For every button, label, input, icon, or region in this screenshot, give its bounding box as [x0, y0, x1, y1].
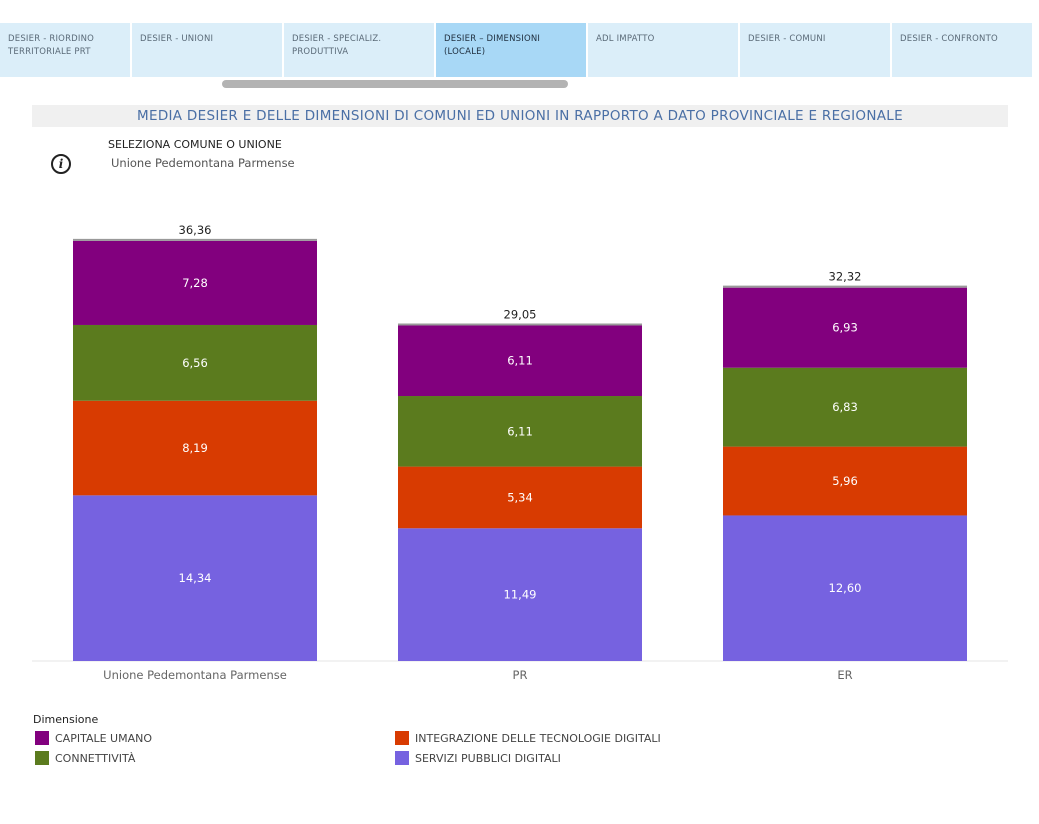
- tab-unioni[interactable]: DESIER - UNIONI: [132, 23, 282, 77]
- selector-value[interactable]: Unione Pedemontana Parmense: [111, 156, 295, 170]
- segment-value-label: 5,96: [832, 474, 858, 488]
- legend-swatch: [395, 751, 409, 765]
- bar-segment-connettivit: [73, 324, 317, 401]
- legend-item[interactable]: CAPITALE UMANO: [35, 731, 152, 745]
- legend-label: SERVIZI PUBBLICI DIGITALI: [415, 751, 561, 765]
- bar-segment-integrazione-delle-tecnologie-digitali: [73, 400, 317, 496]
- stacked-bar-chart: 14,34 8,19 6,56 7,28 36,36 Unione Pedemontana…: [32, 223, 1008, 682]
- tab-confronto[interactable]: DESIER - CONFRONTO: [892, 23, 1032, 77]
- legend-item[interactable]: INTEGRAZIONE DELLE TECNOLOGIE DIGITALI: [395, 731, 661, 745]
- legend-swatch: [395, 731, 409, 745]
- tab-specializ-produttiva[interactable]: DESIER - SPECIALIZ. PRODUTTIVA: [284, 23, 434, 77]
- info-icon[interactable]: i: [51, 154, 71, 174]
- bar-segment-servizi-pubblici-digitali: [73, 495, 317, 661]
- total-value-label: 36,36: [179, 223, 212, 237]
- category-tick-label: PR: [513, 668, 528, 682]
- selector-label: SELEZIONA COMUNE O UNIONE: [108, 138, 282, 151]
- legend-label: CAPITALE UMANO: [55, 731, 153, 745]
- bar-segment-capitale-umano: [723, 287, 967, 368]
- segment-value-label: 14,34: [179, 571, 212, 585]
- tab-riordino-territoriale[interactable]: DESIER - RIORDINO TERRITORIALE PRT: [0, 23, 130, 77]
- segment-value-label: 6,56: [182, 356, 208, 370]
- legend-label: CONNETTIVITÀ: [55, 751, 136, 765]
- tab-adl-impatto[interactable]: ADL IMPATTO: [588, 23, 738, 77]
- total-value-label: 29,05: [504, 307, 537, 321]
- bar-segment-integrazione-delle-tecnologie-digitali: [398, 466, 642, 529]
- chart-title: MEDIA DESIER E DELLE DIMENSIONI DI COMUN…: [32, 105, 1008, 127]
- bar-segment-capitale-umano: [73, 240, 317, 325]
- segment-value-label: 12,60: [829, 581, 862, 595]
- category-tick-label: Unione Pedemontana Parmense: [103, 668, 287, 682]
- tab-dimensioni-locale[interactable]: DESIER – DIMENSIONI (LOCALE): [436, 23, 586, 77]
- bar-segment-integrazione-delle-tecnologie-digitali: [723, 446, 967, 516]
- segment-value-label: 6,11: [507, 354, 533, 368]
- legend-item[interactable]: SERVIZI PUBBLICI DIGITALI: [395, 751, 561, 765]
- dashboard-tabs: DESIER - RIORDINO TERRITORIALE PRT DESIE…: [0, 23, 1032, 77]
- legend-swatch: [35, 751, 49, 765]
- segment-value-label: 6,83: [832, 400, 858, 414]
- legend-swatch: [35, 731, 49, 745]
- bar-segment-servizi-pubblici-digitali: [723, 515, 967, 661]
- legend-title: Dimensione: [33, 713, 99, 726]
- bar-segment-capitale-umano: [398, 325, 642, 397]
- bar-segment-servizi-pubblici-digitali: [398, 528, 642, 661]
- legend-label: INTEGRAZIONE DELLE TECNOLOGIE DIGITALI: [415, 731, 661, 745]
- segment-value-label: 5,34: [507, 490, 533, 504]
- total-value-label: 32,32: [829, 270, 862, 284]
- legend-item[interactable]: CONNETTIVITÀ: [35, 751, 135, 765]
- segment-value-label: 7,28: [182, 276, 208, 290]
- segment-value-label: 11,49: [504, 588, 537, 602]
- segment-value-label: 6,93: [832, 321, 858, 335]
- bar-segment-connettivit: [723, 367, 967, 447]
- bar-segment-connettivit: [398, 396, 642, 467]
- tab-comuni[interactable]: DESIER - COMUNI: [740, 23, 890, 77]
- segment-value-label: 8,19: [182, 441, 208, 455]
- tabs-scrollbar[interactable]: [222, 80, 568, 88]
- category-tick-label: ER: [837, 668, 852, 682]
- segment-value-label: 6,11: [507, 424, 533, 438]
